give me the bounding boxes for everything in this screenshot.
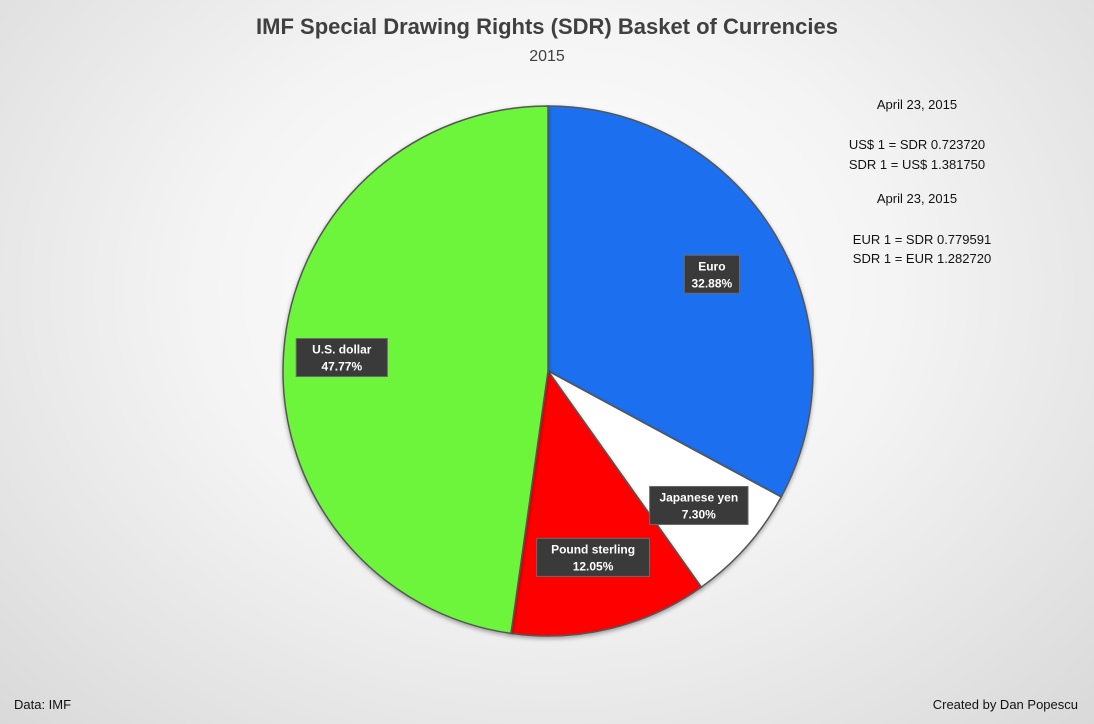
data-label-euro: Euro 32.88% xyxy=(683,254,740,294)
label-box xyxy=(295,338,388,378)
label-box xyxy=(649,485,749,525)
data-label-japanese-yen: Japanese yen 7.30% xyxy=(649,485,749,525)
pie-slice-u-s-dollar xyxy=(282,105,549,635)
eur-rate-date: April 23, 2015 xyxy=(876,191,958,206)
chart-subtitle: 2015 xyxy=(529,48,565,65)
usd-rate-date: April 23, 2015 xyxy=(876,97,958,112)
slice-value: 47.77% xyxy=(321,360,362,374)
slice-value: 32.88% xyxy=(692,276,733,290)
usd-rate-line2: SDR 1 = US$ 1.381750 xyxy=(848,157,986,172)
label-box xyxy=(683,254,740,294)
chart-credit: Created by Dan Popescu xyxy=(932,697,1078,712)
pie-slice-euro xyxy=(547,105,814,498)
chart-title: IMF Special Drawing Rights (SDR) Basket … xyxy=(256,14,838,39)
slice-value: 12.05% xyxy=(573,559,614,573)
eur-rate-line1: EUR 1 = SDR 0.779591 xyxy=(852,232,992,247)
label-box xyxy=(536,537,650,577)
slice-label: Japanese yen xyxy=(659,490,738,504)
data-label-u-s-dollar: U.S. dollar 47.77% xyxy=(295,338,388,378)
slice-label: Pound sterling xyxy=(551,542,635,556)
data-source: Data: IMF xyxy=(14,697,72,712)
eur-rate-line2: SDR 1 = EUR 1.282720 xyxy=(852,251,992,266)
usd-rate-line1: US$ 1 = SDR 0.723720 xyxy=(848,137,986,152)
slice-label: U.S. dollar xyxy=(312,343,372,357)
slice-value: 7.30% xyxy=(682,507,716,521)
data-label-pound-sterling: Pound sterling 12.05% xyxy=(536,537,650,577)
pie-slice-japanese-yen xyxy=(547,370,783,589)
slice-label: Euro xyxy=(698,259,725,273)
